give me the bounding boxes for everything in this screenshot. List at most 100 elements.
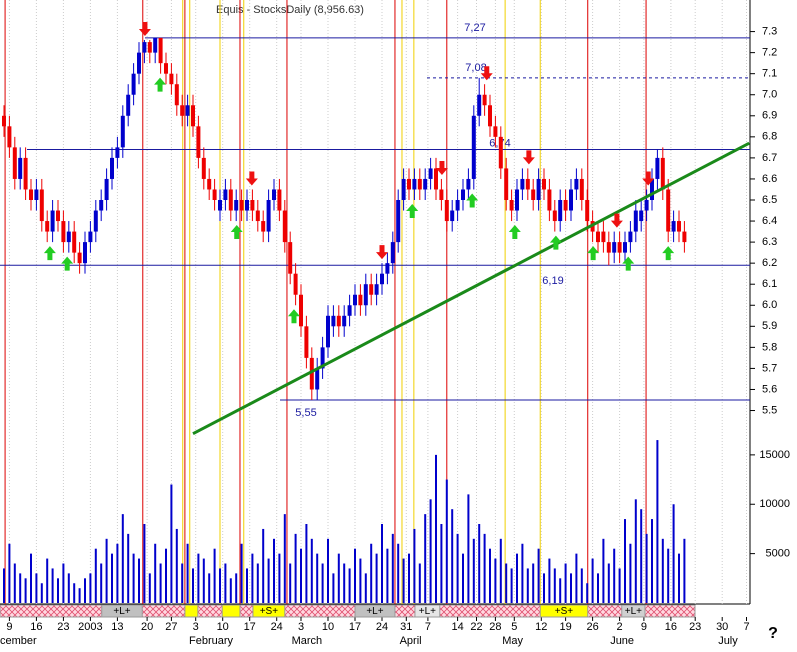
volume-bar — [267, 558, 270, 603]
candle-body — [536, 178, 541, 200]
volume-bar — [381, 524, 383, 603]
volume-bar — [613, 548, 616, 603]
volume-bar — [575, 553, 578, 603]
strip-box — [252, 604, 286, 618]
volume-bar — [359, 558, 362, 603]
volume-bar — [175, 528, 178, 603]
level-label: 6,19 — [542, 275, 563, 287]
x-tick-label: 19 — [559, 621, 571, 633]
candle-body — [174, 84, 179, 106]
sell-arrow — [138, 22, 151, 36]
x-tick-label: 3 — [298, 621, 304, 633]
volume-bar — [235, 573, 238, 603]
candle-body — [374, 284, 379, 295]
candle-body — [542, 178, 546, 190]
candle-body — [606, 242, 611, 253]
volume-bar — [413, 528, 416, 603]
volume-bar — [516, 553, 518, 603]
volume-bar — [564, 563, 567, 603]
volume-bar — [651, 519, 653, 603]
candle-body — [250, 200, 255, 211]
volume-bar — [116, 543, 119, 603]
y-tick-label: 7.0 — [762, 89, 777, 101]
volume-bar — [478, 524, 481, 603]
volume-bar — [672, 504, 675, 603]
candle-body — [245, 200, 249, 211]
candle-body — [234, 200, 239, 211]
volume-bar — [327, 538, 329, 603]
candle-body — [342, 315, 347, 327]
y-tick-label: 6.3 — [762, 236, 777, 248]
candle-body — [655, 157, 660, 179]
x-tick-label: 31 — [400, 621, 412, 633]
volume-bar — [375, 553, 378, 603]
volume-bar — [634, 499, 637, 603]
candle-body — [261, 221, 266, 232]
candle-body — [434, 168, 438, 190]
y-tick-label: 6.5 — [762, 194, 777, 206]
candle-body — [120, 115, 125, 148]
candle-body — [293, 273, 298, 295]
volume-bar — [100, 563, 103, 603]
volume-bar — [467, 494, 470, 603]
buy-arrow — [230, 225, 243, 240]
candle-body — [191, 105, 195, 127]
volume-bar — [192, 568, 194, 603]
volume-bar — [111, 553, 113, 603]
candle-body — [110, 157, 114, 179]
volume-bar — [624, 519, 626, 603]
candle-body — [29, 189, 33, 200]
x-tick-label: 28 — [489, 621, 501, 633]
buy-arrow — [508, 225, 521, 240]
month-label: July — [718, 635, 738, 647]
candle-body — [385, 263, 390, 274]
candle-body — [288, 242, 293, 274]
candle-body — [39, 189, 44, 222]
x-tick-label: 2 — [617, 621, 623, 633]
volume-bar — [429, 499, 432, 603]
y-tick-label: 6.4 — [762, 215, 777, 227]
level-label: 7,27 — [464, 22, 485, 34]
volume-bar — [618, 568, 621, 603]
level-label: 7,08 — [465, 62, 486, 74]
volume-bar — [678, 553, 680, 603]
buy-arrow — [466, 193, 479, 208]
candle-body — [444, 200, 449, 222]
volume-bar — [553, 568, 556, 603]
candle-body — [585, 200, 590, 222]
candle-body — [531, 189, 536, 200]
volume-bar — [316, 553, 319, 603]
volume-bar — [543, 573, 545, 603]
candle-body — [644, 200, 649, 211]
volume-bar — [591, 558, 594, 603]
y-tick-label: 5000 — [766, 548, 790, 560]
x-tick-label: 10 — [217, 621, 229, 633]
volume-bar — [94, 548, 97, 603]
trendline — [192, 141, 750, 436]
candle-body — [201, 157, 206, 179]
candle-body — [639, 210, 644, 222]
volume-bar — [224, 563, 227, 603]
strip-label: +S+ — [260, 606, 279, 617]
candle-body — [666, 189, 671, 232]
candle-body — [369, 284, 374, 295]
candle-body — [153, 37, 158, 53]
volume-bar — [278, 553, 281, 603]
x-tick-label: 14 — [451, 621, 463, 633]
candle-body — [164, 63, 168, 74]
volume-bar — [181, 563, 184, 603]
volume-bar — [197, 553, 200, 603]
candle-body — [88, 231, 93, 243]
volume-bar — [262, 528, 265, 603]
candle-body — [412, 178, 417, 190]
volume-bar — [348, 568, 351, 603]
candle-body — [601, 231, 606, 243]
candle-body — [579, 178, 584, 200]
candle-body — [331, 315, 336, 327]
help-icon[interactable]: ? — [768, 625, 778, 642]
volume-bar — [489, 548, 491, 603]
volume-bar — [370, 543, 373, 603]
candle-body — [18, 157, 23, 179]
sell-arrow — [435, 160, 448, 175]
candle-body — [115, 147, 120, 158]
